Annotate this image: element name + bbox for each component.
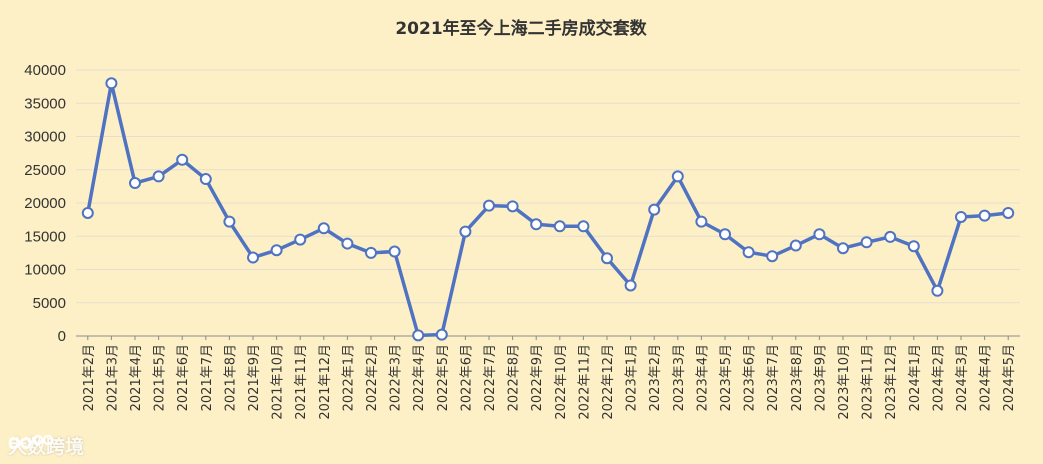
x-tick-label: 2024年1月 <box>908 344 923 411</box>
data-point[interactable] <box>837 242 849 255</box>
data-point[interactable] <box>955 210 967 223</box>
x-tick-label: 2022年3月 <box>389 344 404 411</box>
data-point[interactable] <box>1002 206 1015 219</box>
x-tick-label: 2021年2月 <box>82 344 97 411</box>
x-tick-label: 2023年2月 <box>648 344 663 411</box>
data-point[interactable] <box>270 244 283 257</box>
x-tick-label: 2022年8月 <box>507 344 522 411</box>
data-point[interactable] <box>648 203 661 216</box>
data-point[interactable] <box>412 329 425 342</box>
x-tick-label: 2022年2月 <box>365 344 380 411</box>
series-line <box>86 81 1009 338</box>
x-tick-label: 2022年10月 <box>554 344 569 420</box>
x-tick-label: 2023年8月 <box>790 344 805 411</box>
y-tick-label: 30000 <box>24 129 66 146</box>
x-tick-label: 2023年3月 <box>672 344 687 411</box>
x-tick-label: 2021年7月 <box>200 344 215 411</box>
y-tick-label: 35000 <box>24 95 66 112</box>
x-tick-label: 2024年5月 <box>1002 344 1017 411</box>
data-point[interactable] <box>742 246 755 259</box>
data-point[interactable] <box>884 230 897 243</box>
x-tick-label: 2021年6月 <box>176 344 191 411</box>
data-point[interactable] <box>907 240 920 253</box>
data-point[interactable] <box>789 239 802 252</box>
data-point[interactable] <box>388 245 401 258</box>
x-tick-label: 2022年5月 <box>436 344 451 411</box>
x-tick-label: 2023年4月 <box>695 344 710 411</box>
data-point[interactable] <box>317 222 330 235</box>
x-tick-label: 2023年6月 <box>743 344 758 411</box>
y-tick-label: 5000 <box>33 295 66 312</box>
watermark-text: 大数跨境 <box>8 436 85 458</box>
x-tick-label: 2021年11月 <box>294 344 309 420</box>
x-tick-label: 2022年11月 <box>577 344 592 420</box>
chart-title: 2021年至今上海二手房成交套数 <box>395 18 647 39</box>
data-point[interactable] <box>199 173 212 186</box>
data-point[interactable] <box>152 170 165 183</box>
data-point[interactable] <box>176 153 189 166</box>
y-tick-label: 15000 <box>24 228 66 245</box>
data-point[interactable] <box>624 279 637 292</box>
x-tick-label: 2023年7月 <box>766 344 781 411</box>
data-point[interactable] <box>860 236 873 249</box>
y-tick-label: 0 <box>58 328 66 345</box>
x-tick-label: 2021年5月 <box>153 344 168 411</box>
x-tick-label: 2022年6月 <box>459 344 474 411</box>
x-tick-label: 2024年3月 <box>955 344 970 411</box>
x-tick-label: 2022年12月 <box>601 344 616 420</box>
data-point[interactable] <box>435 328 448 341</box>
data-point[interactable] <box>483 199 495 212</box>
x-tick-label: 2024年4月 <box>979 344 994 411</box>
data-point[interactable] <box>601 252 613 265</box>
x-tick-label: 2021年9月 <box>247 344 262 411</box>
y-tick-label: 25000 <box>24 162 66 179</box>
x-tick-label: 2022年1月 <box>341 344 356 411</box>
data-point[interactable] <box>553 220 566 233</box>
data-point[interactable] <box>695 215 708 228</box>
watermark: 大数跨境 <box>8 432 84 459</box>
x-tick-label: 2023年11月 <box>861 344 876 420</box>
data-point[interactable] <box>365 246 377 259</box>
data-point[interactable] <box>105 77 118 90</box>
y-tick-label: 40000 <box>24 62 66 79</box>
data-point[interactable] <box>341 237 354 250</box>
data-point[interactable] <box>459 225 472 238</box>
y-tick-label: 10000 <box>24 262 66 279</box>
x-tick-label: 2023年1月 <box>625 344 640 411</box>
x-tick-label: 2021年8月 <box>223 344 238 411</box>
data-point[interactable] <box>506 200 519 213</box>
data-point[interactable] <box>671 170 684 183</box>
data-point[interactable] <box>81 206 94 219</box>
data-point[interactable] <box>247 251 259 264</box>
x-tick-label: 2021年12月 <box>318 344 333 420</box>
data-point[interactable] <box>766 250 779 263</box>
infinity-logo-icon <box>8 434 54 449</box>
data-point[interactable] <box>294 233 307 246</box>
y-tick-label: 20000 <box>24 195 66 212</box>
x-tick-label: 2023年12月 <box>884 344 899 420</box>
x-tick-label: 2022年4月 <box>412 344 427 411</box>
data-point[interactable] <box>931 284 944 297</box>
x-tick-label: 2022年7月 <box>483 344 498 411</box>
x-tick-label: 2021年4月 <box>129 344 144 411</box>
x-tick-label: 2023年5月 <box>719 344 734 411</box>
x-tick-label: 2022年9月 <box>530 344 545 411</box>
data-point[interactable] <box>978 209 991 222</box>
data-point[interactable] <box>530 218 543 231</box>
data-point[interactable] <box>719 228 731 241</box>
data-point[interactable] <box>223 215 236 228</box>
x-tick-label: 2023年9月 <box>813 344 828 411</box>
x-tick-label: 2024年2月 <box>931 344 946 411</box>
x-tick-label: 2023年10月 <box>837 344 852 420</box>
x-tick-label: 2021年3月 <box>105 344 120 411</box>
data-point[interactable] <box>577 220 590 233</box>
data-point[interactable] <box>129 177 141 190</box>
data-point[interactable] <box>813 228 826 241</box>
x-tick-label: 2021年10月 <box>271 344 286 420</box>
